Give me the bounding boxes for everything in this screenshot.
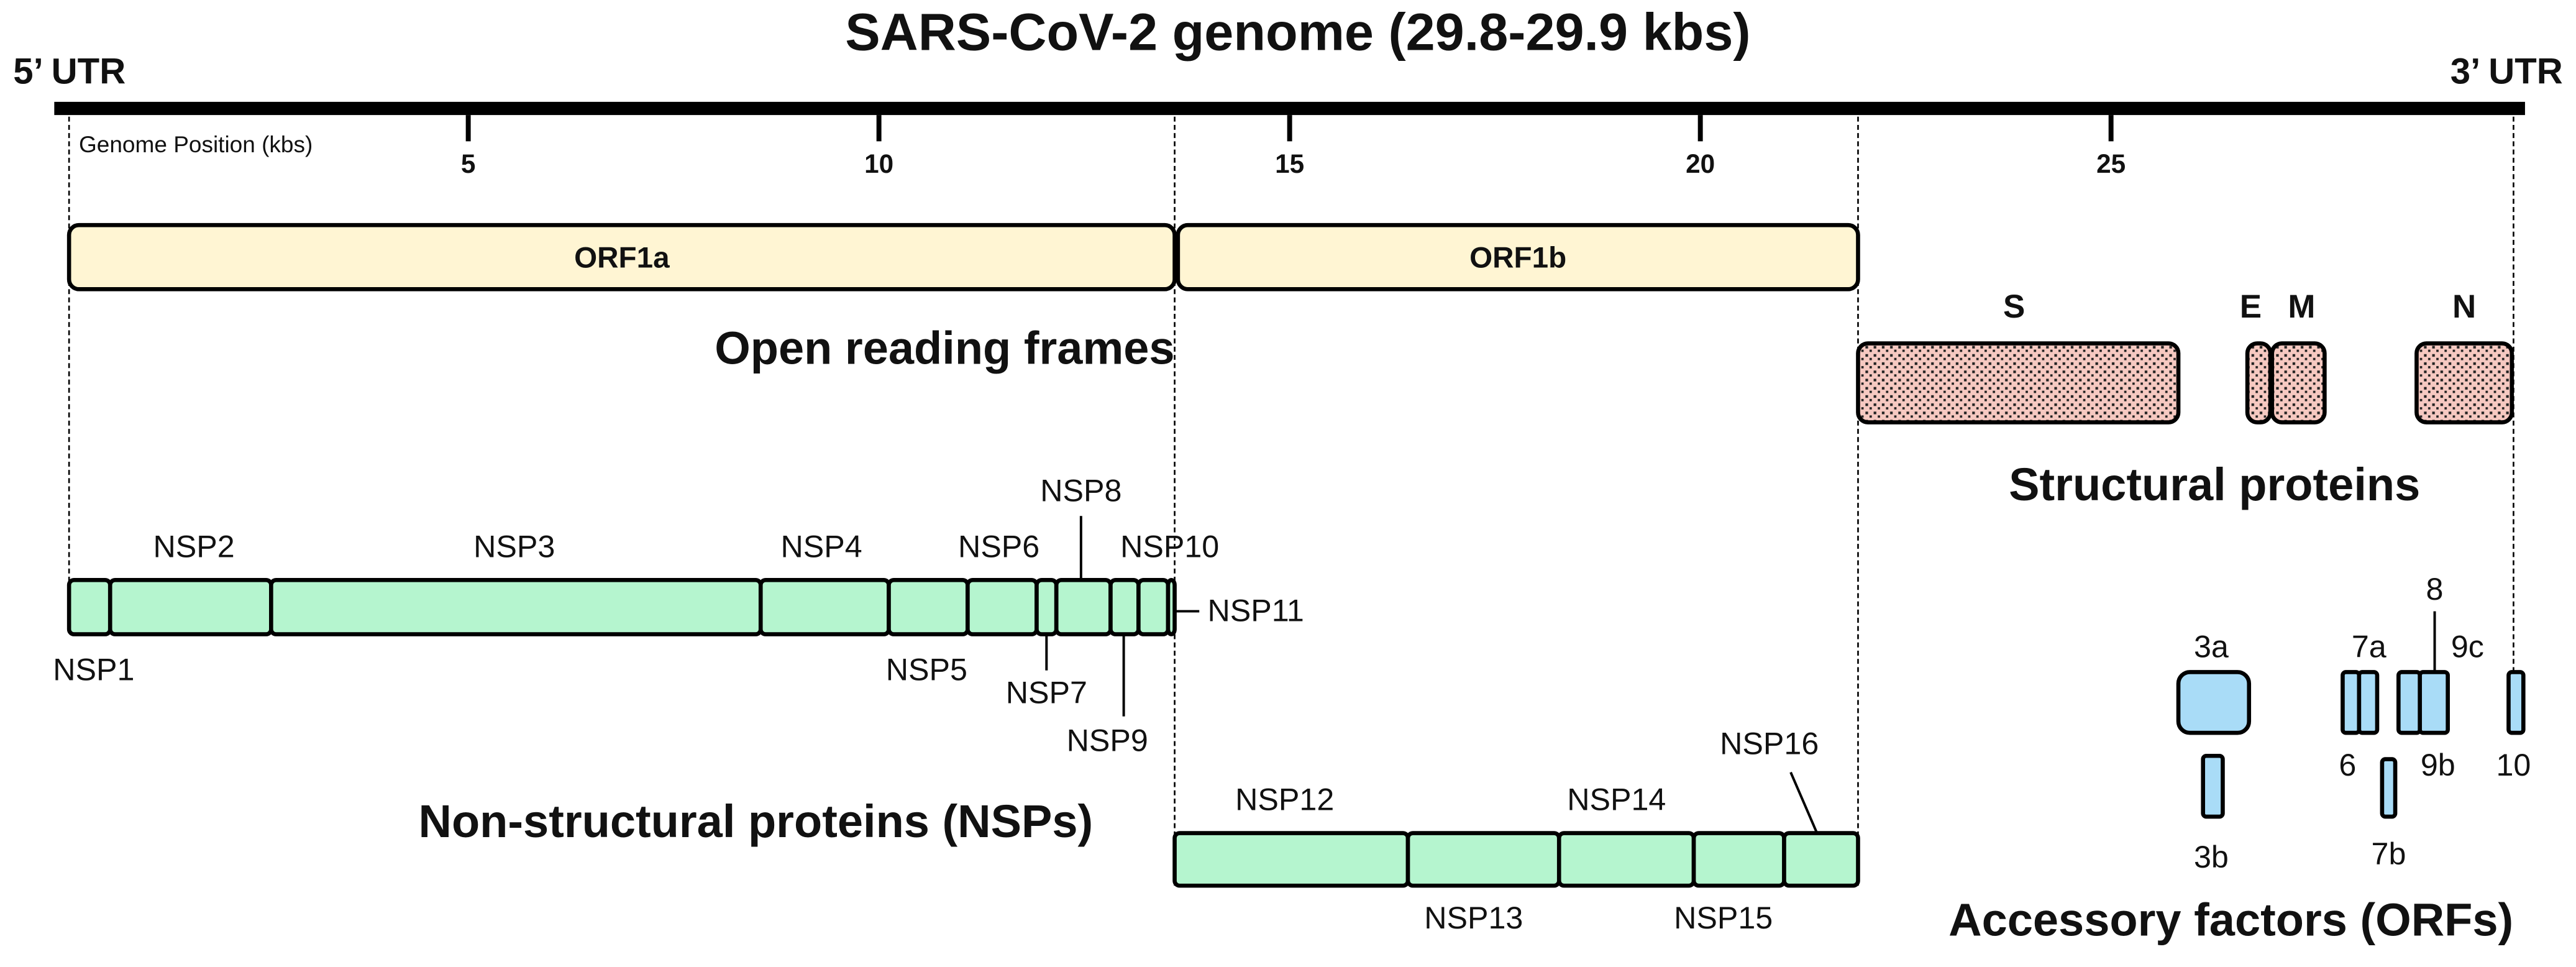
protein-label: NSP4 [781,529,862,564]
protein-label: 8 [2426,572,2444,607]
protein-label: NSP15 [1674,901,1773,935]
protein-label: 6 [2339,748,2356,782]
accessory-box [2357,670,2380,735]
accessory-box [2506,670,2526,735]
nsp-box [1166,578,1177,636]
nsp-box [887,578,970,636]
nsp-box [269,578,763,636]
nsp-box [758,578,891,636]
protein-label: NSP6 [958,529,1039,564]
structural-protein [2270,341,2327,424]
accessory-box [2176,670,2252,735]
accessory-box [2341,670,2362,735]
protein-label: 3b [2194,840,2229,874]
protein-label: NSP13 [1424,901,1523,935]
protein-label: NSP3 [473,529,555,564]
axis-label: Genome Position (kbs) [79,131,313,157]
protein-label: NSP5 [886,653,967,687]
protein-label: 9c [2451,630,2484,664]
protein-label: NSP8 [1040,473,1121,508]
accessory-box [2396,670,2423,735]
nsp-box [107,578,273,636]
protein-label: 10 [2496,748,2531,782]
nsp-box [1035,578,1059,636]
nsp-box [1054,578,1113,636]
tick-label: 15 [1275,149,1304,178]
section-title: Accessory factors (ORFs) [1948,894,2513,945]
tick-label: 10 [864,149,893,178]
accessory-box [2201,753,2225,819]
protein-label: E [2240,288,2262,325]
nsp-box [1136,578,1171,636]
utr-label: 3’ UTR [2450,51,2563,91]
nsp-box [966,578,1039,636]
protein-label: NSP2 [153,529,234,564]
section-title: Non-structural proteins (NSPs) [419,795,1094,847]
leader-line [1789,771,1819,834]
accessory-box [2380,757,2398,819]
section-title: Structural proteins [2009,459,2420,510]
nsp-box [1405,831,1561,888]
utr-label: 5’ UTR [13,51,126,91]
orf-label: ORF1a [574,241,670,274]
protein-label: 7a [2352,630,2386,664]
protein-label: 9b [2421,748,2455,782]
protein-label: NSP10 [1120,529,1219,564]
structural-protein [1856,341,2181,424]
nsp-box [1172,831,1410,888]
structural-protein [2245,341,2273,424]
protein-label: NSP12 [1235,782,1334,817]
accessory-box [2418,670,2450,735]
protein-label: S [2003,288,2025,325]
nsp-box [1556,831,1696,888]
section-title: Open reading frames [715,322,1174,374]
nsp-box [1782,831,1860,888]
orf-box [66,222,1177,291]
protein-label: NSP7 [1006,676,1087,710]
nsp-box [66,578,112,636]
tick-label: 25 [2096,149,2126,178]
protein-label: NSP11 [1207,593,1304,628]
protein-label: NSP9 [1067,723,1148,758]
protein-label: 3a [2194,630,2229,664]
protein-label: NSP14 [1567,782,1666,817]
tick-label: 20 [1686,149,1715,178]
title: SARS-CoV-2 genome (29.8-29.9 kbs) [845,2,1750,62]
protein-label: NSP16 [1720,726,1819,761]
orf-box [1176,222,1860,291]
protein-label: NSP1 [53,653,134,687]
protein-label: M [2288,288,2315,325]
nsp-box [1691,831,1786,888]
tick-label: 5 [461,149,476,178]
protein-label: 7b [2372,836,2406,871]
nsp-box [1108,578,1141,636]
structural-protein [2414,341,2514,424]
protein-label: N [2452,288,2476,325]
orf-label: ORF1b [1469,241,1566,274]
